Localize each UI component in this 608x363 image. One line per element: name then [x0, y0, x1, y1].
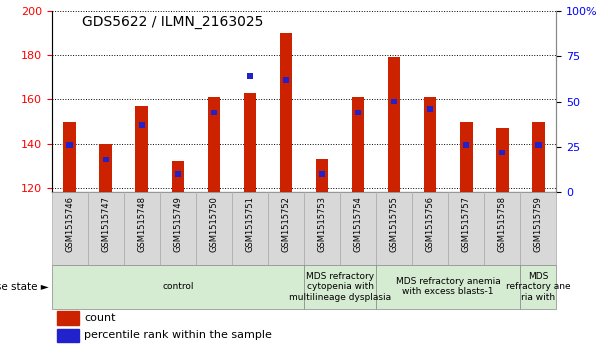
Bar [499, 150, 505, 155]
Bar [280, 33, 292, 192]
Text: GSM1515752: GSM1515752 [282, 196, 291, 252]
Text: MDS refractory
cytopenia with
multilineage dysplasia: MDS refractory cytopenia with multilinea… [289, 272, 391, 302]
Text: GSM1515751: GSM1515751 [246, 196, 254, 252]
FancyBboxPatch shape [88, 192, 124, 265]
FancyBboxPatch shape [412, 192, 448, 265]
Bar [247, 73, 253, 79]
Text: MDS
refractory ane
ria with: MDS refractory ane ria with [506, 272, 571, 302]
Bar [103, 157, 109, 163]
Bar [460, 122, 472, 192]
Text: GSM1515755: GSM1515755 [390, 196, 399, 252]
Bar [174, 171, 181, 177]
FancyBboxPatch shape [124, 192, 160, 265]
FancyBboxPatch shape [160, 192, 196, 265]
Bar [388, 57, 401, 192]
Bar [319, 171, 325, 177]
FancyBboxPatch shape [448, 192, 484, 265]
FancyBboxPatch shape [520, 192, 556, 265]
Text: GSM1515747: GSM1515747 [102, 196, 110, 252]
Bar [210, 110, 217, 115]
Bar [535, 142, 542, 148]
Bar [136, 106, 148, 192]
Bar [244, 93, 256, 192]
Text: GSM1515749: GSM1515749 [173, 196, 182, 252]
Bar [427, 106, 434, 112]
FancyBboxPatch shape [340, 192, 376, 265]
FancyBboxPatch shape [196, 192, 232, 265]
Text: GDS5622 / ILMN_2163025: GDS5622 / ILMN_2163025 [82, 15, 263, 29]
Bar [532, 122, 545, 192]
Bar [463, 142, 469, 148]
Bar [207, 97, 220, 192]
Text: GSM1515746: GSM1515746 [65, 196, 74, 252]
Bar [316, 159, 328, 192]
Text: GSM1515757: GSM1515757 [461, 196, 471, 252]
FancyBboxPatch shape [376, 192, 412, 265]
Text: count: count [85, 313, 116, 323]
Bar [496, 128, 508, 192]
Text: GSM1515748: GSM1515748 [137, 196, 147, 252]
Bar [66, 142, 73, 148]
Bar [100, 144, 112, 192]
FancyBboxPatch shape [484, 192, 520, 265]
FancyBboxPatch shape [304, 192, 340, 265]
Text: GSM1515754: GSM1515754 [354, 196, 362, 252]
Text: GSM1515753: GSM1515753 [317, 196, 326, 252]
Bar [283, 77, 289, 83]
Bar [63, 122, 76, 192]
FancyBboxPatch shape [376, 265, 520, 309]
Text: GSM1515758: GSM1515758 [498, 196, 506, 252]
Bar [352, 97, 364, 192]
Text: MDS refractory anemia
with excess blasts-1: MDS refractory anemia with excess blasts… [396, 277, 500, 297]
Bar [171, 162, 184, 192]
Bar [424, 97, 437, 192]
Text: GSM1515759: GSM1515759 [534, 196, 543, 252]
FancyBboxPatch shape [268, 192, 304, 265]
Text: GSM1515756: GSM1515756 [426, 196, 435, 252]
Bar [391, 99, 398, 105]
Bar [57, 311, 80, 325]
Bar [57, 329, 80, 342]
Bar [139, 122, 145, 128]
Text: control: control [162, 282, 193, 291]
Text: GSM1515750: GSM1515750 [209, 196, 218, 252]
FancyBboxPatch shape [232, 192, 268, 265]
Text: percentile rank within the sample: percentile rank within the sample [85, 330, 272, 340]
Text: disease state ►: disease state ► [0, 282, 49, 292]
FancyBboxPatch shape [520, 265, 556, 309]
FancyBboxPatch shape [52, 265, 304, 309]
Bar [355, 110, 361, 115]
FancyBboxPatch shape [52, 192, 88, 265]
FancyBboxPatch shape [304, 265, 376, 309]
